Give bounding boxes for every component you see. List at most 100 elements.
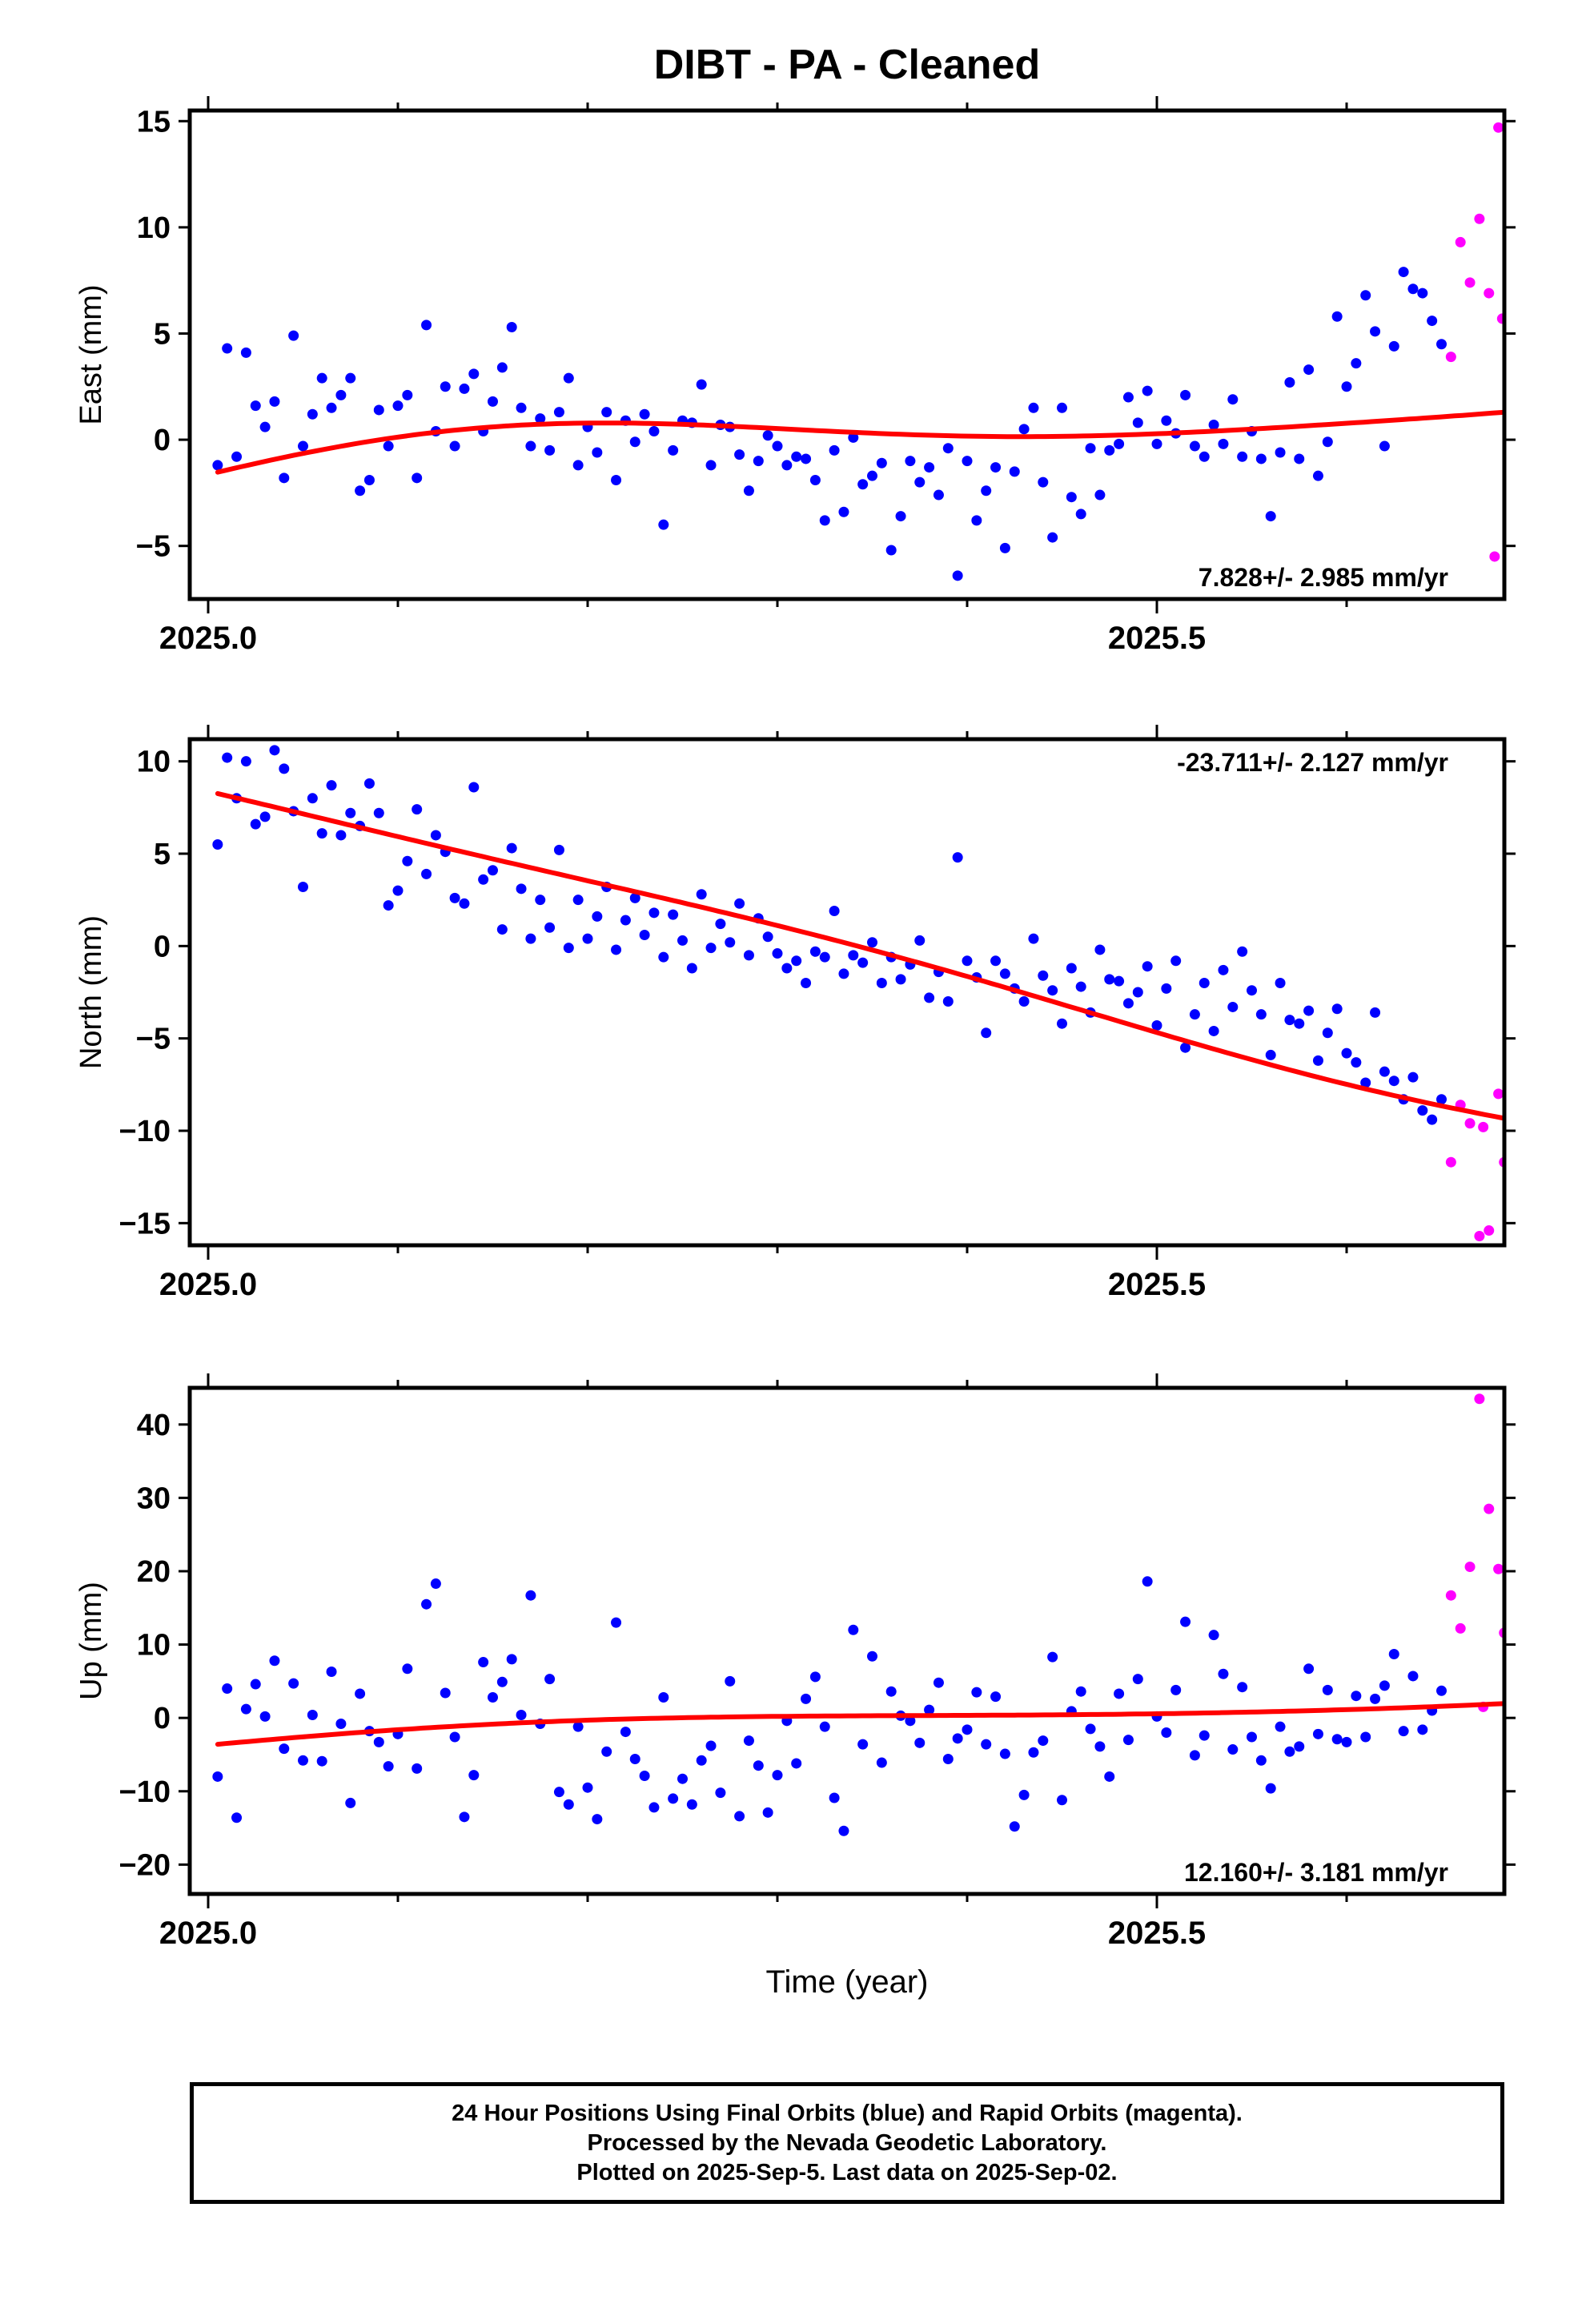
- final-orbit-point: [1370, 326, 1381, 337]
- final-orbit-point: [658, 951, 669, 963]
- final-orbit-point: [1351, 1057, 1362, 1068]
- final-orbit-point: [468, 782, 480, 793]
- final-orbit-point: [734, 898, 745, 909]
- final-orbit-point: [326, 1666, 337, 1677]
- final-orbit-point: [705, 460, 717, 471]
- final-orbit-point: [1132, 987, 1143, 998]
- final-orbit-point: [648, 1802, 660, 1813]
- final-orbit-point: [933, 489, 944, 501]
- final-orbit-point: [572, 895, 584, 906]
- rapid-orbit-point: [1455, 1622, 1466, 1634]
- final-orbit-point: [402, 1663, 413, 1675]
- final-orbit-point: [440, 1687, 451, 1699]
- final-orbit-point: [971, 515, 982, 526]
- final-orbit-point: [1265, 1783, 1276, 1794]
- final-orbit-point: [1104, 444, 1115, 456]
- final-orbit-point: [1199, 977, 1210, 988]
- final-orbit-point: [1218, 438, 1229, 449]
- final-orbit-point: [496, 1676, 508, 1687]
- trend-line: [215, 1701, 1504, 1747]
- final-orbit-point: [307, 793, 318, 804]
- final-orbit-point: [525, 1590, 536, 1601]
- final-orbit-point: [734, 1811, 745, 1822]
- final-orbit-point: [553, 407, 564, 418]
- final-orbit-point: [1009, 1821, 1020, 1832]
- final-orbit-point: [1284, 1015, 1295, 1026]
- final-orbit-point: [421, 1598, 432, 1610]
- final-orbit-point: [668, 909, 679, 920]
- final-orbit-point: [924, 1704, 935, 1715]
- final-orbit-point: [1407, 283, 1419, 295]
- x-tick-label: 2025.5: [1108, 1267, 1206, 1302]
- final-orbit-point: [990, 462, 1002, 473]
- data-layer: [212, 745, 1504, 1241]
- final-orbit-point: [279, 1743, 290, 1755]
- final-orbit-point: [1189, 440, 1200, 452]
- final-orbit-point: [582, 933, 593, 944]
- x-tick-label: 2025.5: [1108, 621, 1206, 656]
- final-orbit-point: [1360, 1731, 1371, 1743]
- final-orbit-point: [1388, 340, 1399, 352]
- final-orbit-point: [535, 413, 546, 424]
- final-orbit-point: [1294, 1741, 1305, 1752]
- rapid-orbit-point: [1464, 1118, 1476, 1129]
- final-orbit-point: [952, 852, 963, 863]
- final-orbit-point: [412, 804, 423, 815]
- final-orbit-point: [1075, 981, 1086, 992]
- final-orbit-point: [1351, 358, 1362, 369]
- final-orbit-point: [772, 1770, 783, 1781]
- final-orbit-point: [885, 1686, 897, 1697]
- final-orbit-point: [857, 1739, 869, 1750]
- final-orbit-point: [1360, 290, 1371, 301]
- final-orbit-point: [1038, 1735, 1049, 1747]
- final-orbit-point: [1180, 1616, 1191, 1627]
- final-orbit-point: [1114, 975, 1125, 987]
- final-orbit-point: [677, 935, 688, 946]
- final-orbit-point: [895, 511, 906, 522]
- final-orbit-point: [905, 1715, 916, 1727]
- final-orbit-point: [801, 453, 812, 464]
- final-orbit-point: [905, 456, 916, 467]
- final-orbit-point: [1284, 1746, 1295, 1757]
- y-tick-label: 0: [154, 930, 171, 963]
- final-orbit-point: [478, 874, 489, 885]
- final-orbit-point: [412, 1763, 423, 1774]
- panel-east: −5 0 5 10 15 East (mm) 2025.0 2025.5 7.828+/- 2.…: [74, 96, 1516, 656]
- final-orbit-point: [725, 937, 736, 948]
- final-orbit-point: [791, 451, 802, 462]
- rapid-orbit-point: [1464, 277, 1476, 288]
- final-orbit-point: [1351, 1691, 1362, 1702]
- final-orbit-point: [1208, 420, 1219, 431]
- final-orbit-point: [212, 1771, 223, 1782]
- rapid-orbit-point: [1484, 1225, 1495, 1236]
- final-orbit-point: [259, 811, 271, 822]
- final-orbit-point: [1370, 1693, 1381, 1704]
- panel-north: −15 −10 −5 0 5 10 North (mm) 2025.0 2025.5 -23.71…: [74, 725, 1516, 1302]
- final-orbit-point: [1255, 1755, 1267, 1766]
- final-orbit-point: [269, 396, 280, 407]
- final-orbit-point: [962, 456, 973, 467]
- y-tick-label: 10: [137, 1629, 171, 1663]
- final-orbit-point: [326, 402, 337, 413]
- final-orbit-point: [715, 919, 726, 930]
- final-orbit-point: [240, 347, 251, 358]
- final-orbit-point: [914, 935, 926, 946]
- caption-line-1: 24 Hour Positions Using Final Orbits (bl…: [452, 2100, 1243, 2126]
- rapid-orbit-point: [1478, 1121, 1489, 1132]
- final-orbit-point: [819, 515, 830, 526]
- final-orbit-point: [1284, 376, 1295, 388]
- final-orbit-point: [326, 780, 337, 791]
- final-orbit-point: [601, 1746, 612, 1757]
- final-orbit-point: [1132, 417, 1143, 428]
- final-orbit-point: [355, 485, 366, 497]
- final-orbit-point: [1227, 1001, 1239, 1012]
- final-orbit-point: [1237, 946, 1248, 957]
- final-orbit-point: [848, 1624, 859, 1635]
- caption-line-3: Plotted on 2025-Sep-5. Last data on 2025…: [576, 2159, 1118, 2185]
- final-orbit-point: [1047, 985, 1058, 996]
- final-orbit-point: [488, 1692, 498, 1703]
- final-orbit-point: [914, 1737, 926, 1748]
- final-orbit-point: [212, 460, 223, 471]
- final-orbit-point: [1066, 492, 1077, 503]
